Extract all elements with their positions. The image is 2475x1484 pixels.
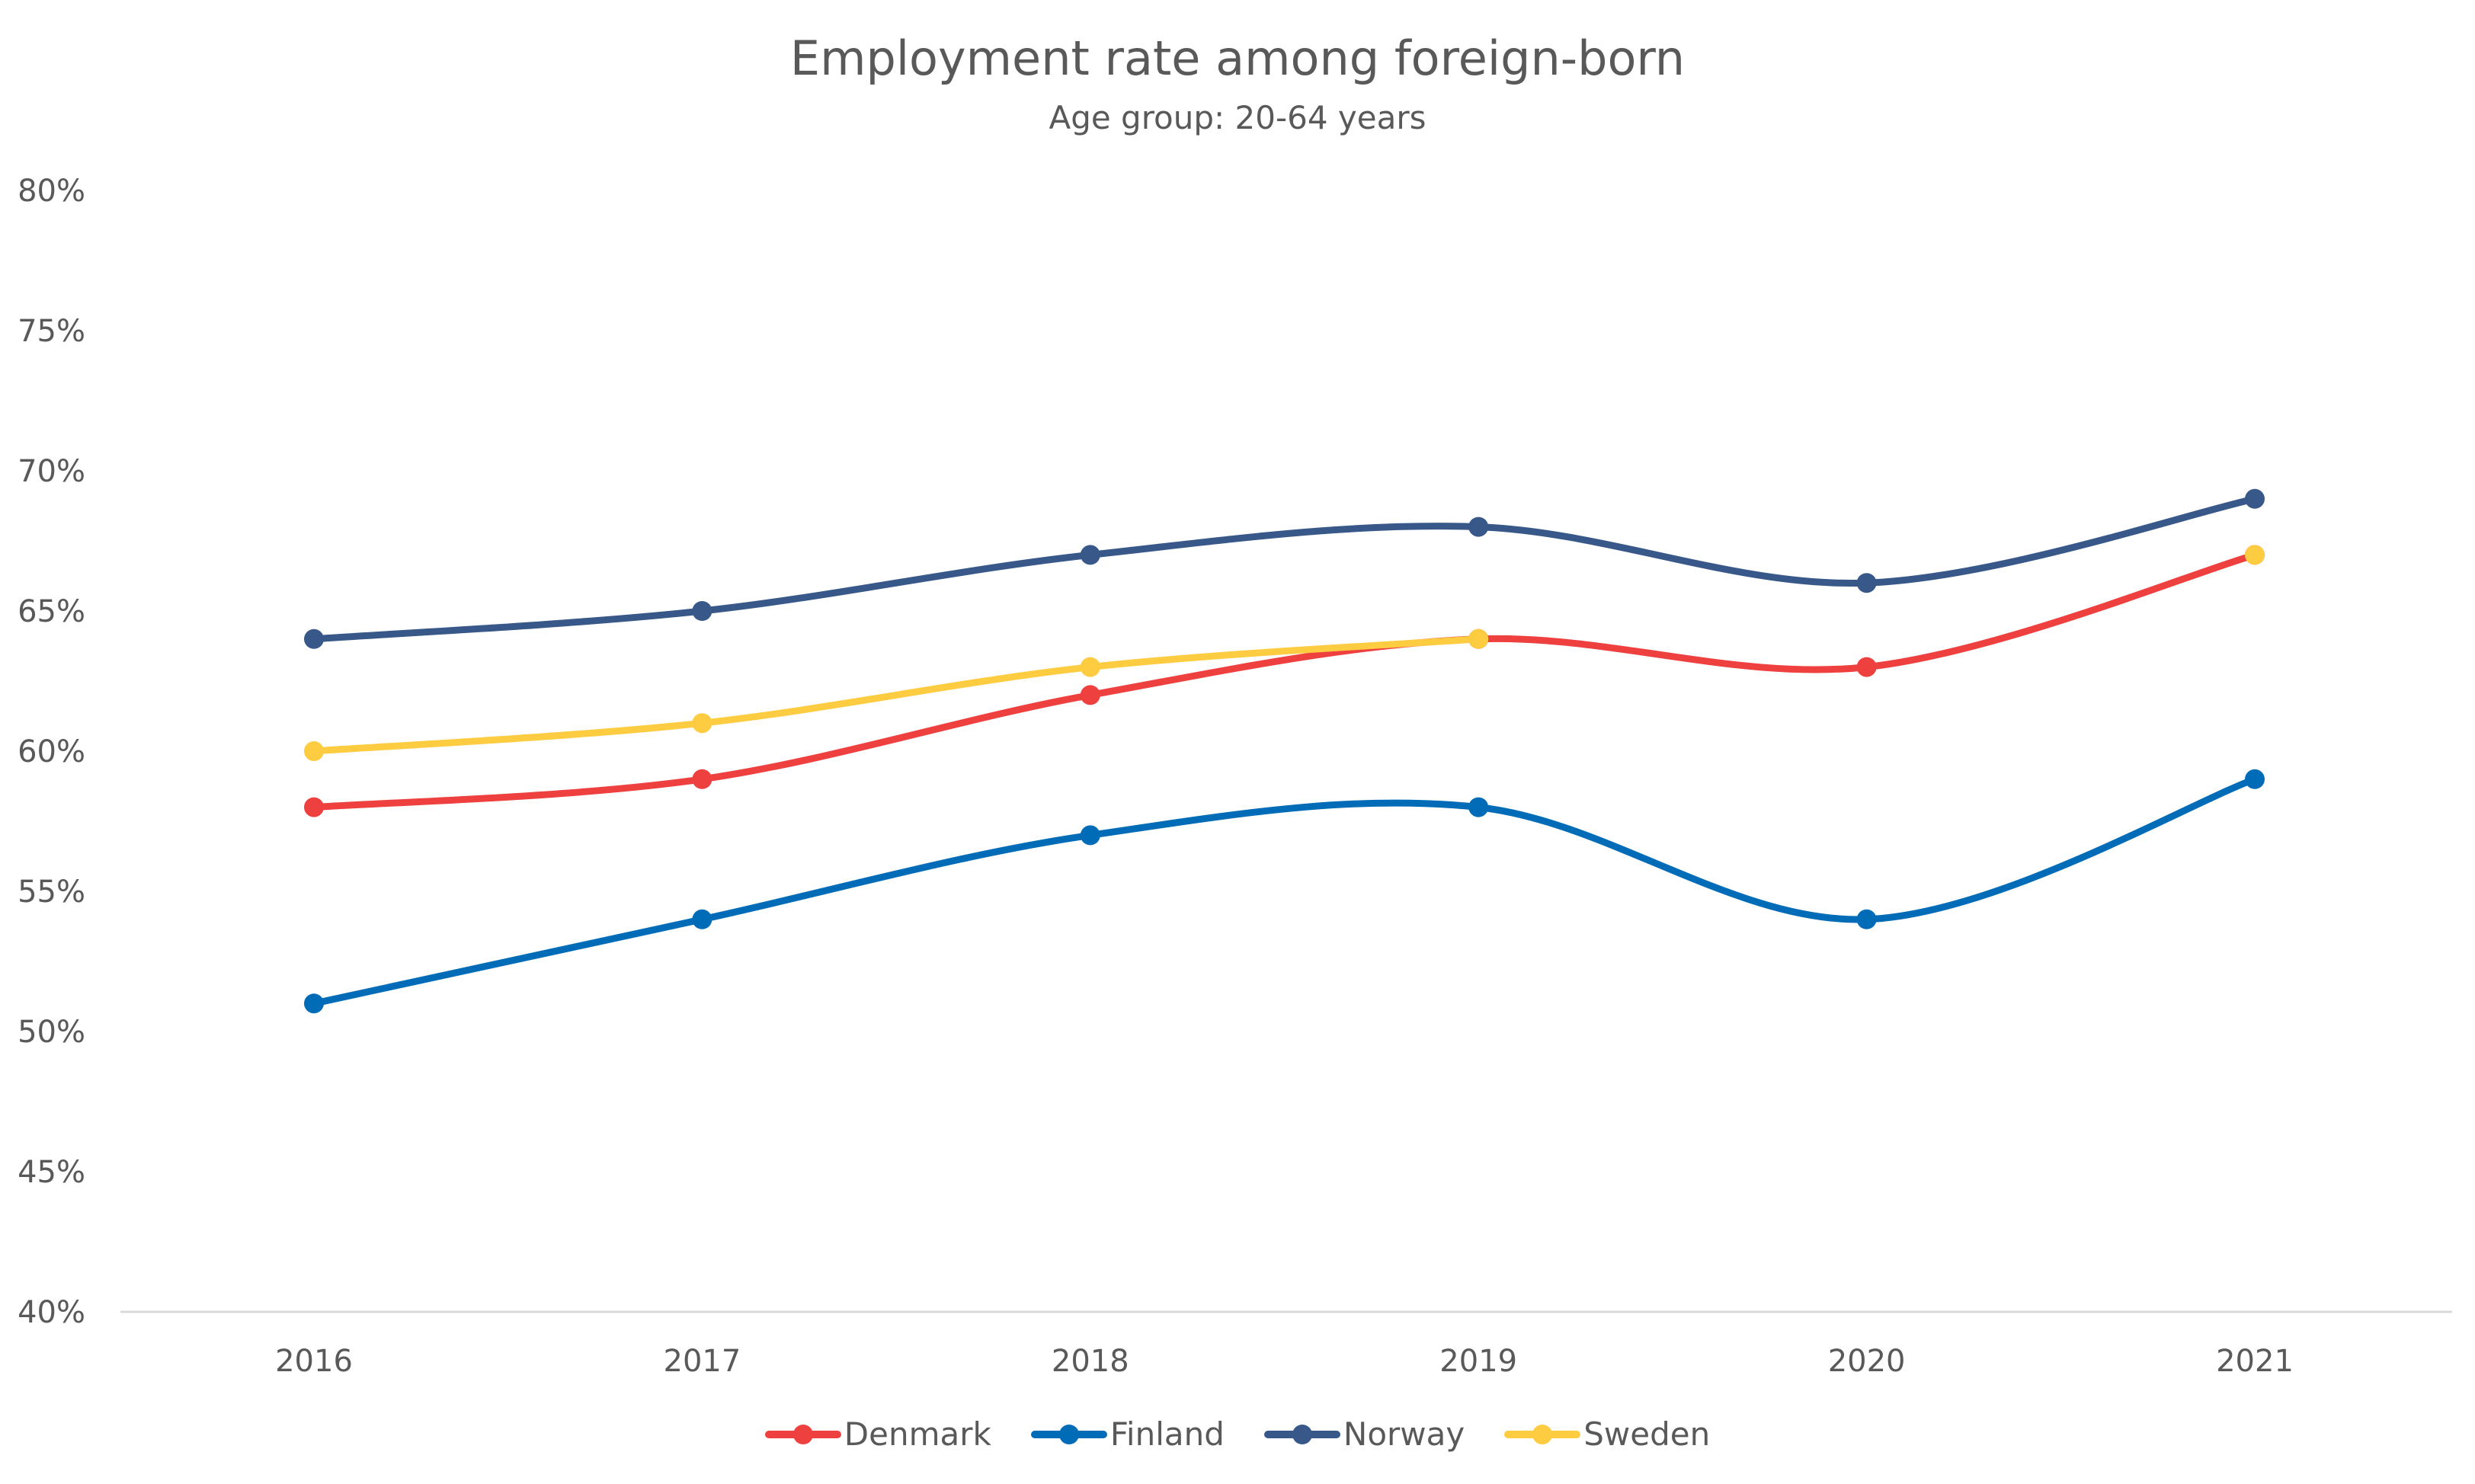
series-sweden (304, 545, 2265, 761)
data-point (1856, 573, 1877, 593)
legend-item-finland: Finland (1030, 1415, 1225, 1453)
data-point (304, 797, 324, 817)
series-line (310, 551, 2259, 811)
legend-item-denmark: Denmark (764, 1415, 991, 1453)
x-axis: 2016 2017 2018 2019 2020 2021 (275, 1344, 2294, 1379)
y-tick-label: 80% (18, 174, 85, 209)
data-point (304, 741, 324, 761)
chart-title: Employment rate among foreign-born (789, 30, 1686, 86)
data-point (1468, 517, 1489, 537)
legend-swatch-icon (1504, 1419, 1581, 1450)
legend-swatch-icon (764, 1419, 841, 1450)
data-point (2245, 769, 2265, 789)
legend-label: Norway (1343, 1415, 1465, 1453)
series-finland (304, 769, 2265, 1014)
data-point (1856, 657, 1877, 677)
legend-label: Finland (1109, 1415, 1225, 1453)
data-point (692, 601, 712, 621)
x-tick-label: 2018 (1052, 1344, 1129, 1379)
y-tick-label: 55% (18, 875, 85, 910)
x-tick-label: 2020 (1828, 1344, 1906, 1379)
data-point (692, 713, 712, 734)
series-line (310, 776, 2259, 1007)
data-point (1080, 825, 1100, 846)
y-tick-label: 40% (18, 1295, 85, 1330)
data-point (1856, 909, 1877, 929)
legend-item-norway: Norway (1263, 1415, 1465, 1453)
data-point (304, 628, 324, 649)
legend-swatch-icon (1263, 1419, 1340, 1450)
legend-label: Sweden (1583, 1415, 1711, 1453)
y-axis: 80% 75% 70% 65% 60% 55% 50% 45% 40% (18, 174, 85, 1330)
y-tick-label: 60% (18, 734, 85, 769)
data-point (304, 993, 324, 1014)
legend-label: Denmark (844, 1415, 991, 1453)
x-tick-label: 2016 (275, 1344, 353, 1379)
legend: Denmark Finland Norway Sweden (0, 1415, 2475, 1453)
data-point (1080, 657, 1100, 677)
series-denmark (304, 545, 2265, 817)
x-tick-label: 2019 (1439, 1344, 1517, 1379)
series-line (310, 495, 2259, 643)
y-tick-label: 70% (18, 454, 85, 489)
x-tick-label: 2021 (2216, 1344, 2294, 1379)
series-group (304, 488, 2265, 1014)
data-point (1468, 628, 1489, 649)
y-tick-label: 50% (18, 1015, 85, 1050)
data-point (2245, 545, 2265, 565)
data-point (1080, 545, 1100, 565)
y-tick-label: 75% (18, 314, 85, 349)
legend-item-sweden: Sweden (1504, 1415, 1710, 1453)
data-point (2245, 488, 2265, 509)
y-tick-label: 65% (18, 594, 85, 629)
x-tick-label: 2017 (664, 1344, 741, 1379)
chart-subtitle: Age group: 20-64 years (1049, 99, 1426, 136)
data-point (692, 769, 712, 789)
data-point (1468, 797, 1489, 817)
series-line (310, 635, 1482, 755)
legend-swatch-icon (1030, 1419, 1107, 1450)
data-point (1080, 685, 1100, 705)
y-tick-label: 45% (18, 1155, 85, 1190)
data-point (692, 909, 712, 929)
series-norway (304, 488, 2265, 649)
